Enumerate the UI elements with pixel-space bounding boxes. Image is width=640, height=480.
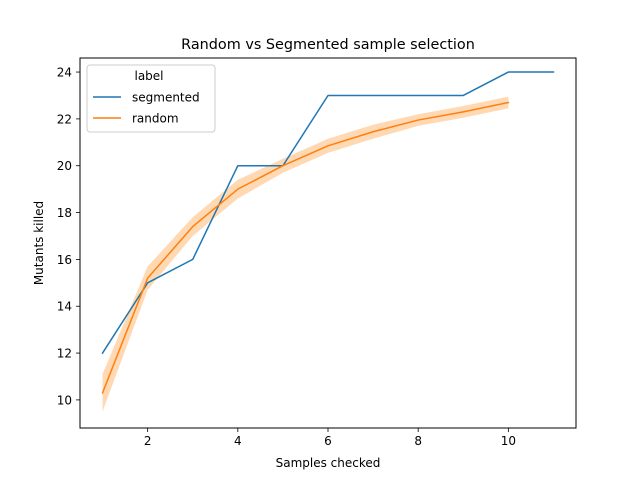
y-tick-label: 18: [57, 206, 72, 220]
legend-title: label: [134, 69, 163, 83]
y-tick-label: 22: [57, 112, 72, 126]
y-tick-label: 12: [57, 347, 72, 361]
chart-title: Random vs Segmented sample selection: [181, 37, 475, 53]
legend-label-random: random: [132, 112, 179, 126]
series-random-line: [101, 101, 510, 394]
legend: label segmented random: [86, 64, 216, 133]
y-tick-label: 16: [57, 253, 72, 267]
x-axis-ticks: 2 4 6 8 10: [144, 428, 516, 448]
axes-frame: [79, 57, 577, 429]
legend-label-segmented: segmented: [132, 91, 200, 105]
series-random-confidence-band: [102, 96, 509, 412]
y-tick-label: 20: [57, 159, 72, 173]
y-axis-ticks: 10 12 14 16 18 20 22 24: [57, 66, 80, 407]
plot-area: [101, 71, 555, 412]
series-segmented-line: [101, 71, 555, 355]
legend-box: [86, 64, 216, 133]
x-tick-label: 8: [414, 434, 422, 448]
y-tick-label: 10: [57, 393, 72, 407]
x-tick-label: 10: [501, 434, 516, 448]
x-tick-label: 2: [144, 434, 152, 448]
y-axis-label: Mutants killed: [32, 201, 46, 285]
x-tick-label: 4: [234, 434, 242, 448]
y-tick-label: 14: [57, 300, 72, 314]
y-tick-label: 24: [57, 66, 72, 80]
x-tick-label: 6: [324, 434, 332, 448]
x-axis-label: Samples checked: [276, 456, 381, 470]
